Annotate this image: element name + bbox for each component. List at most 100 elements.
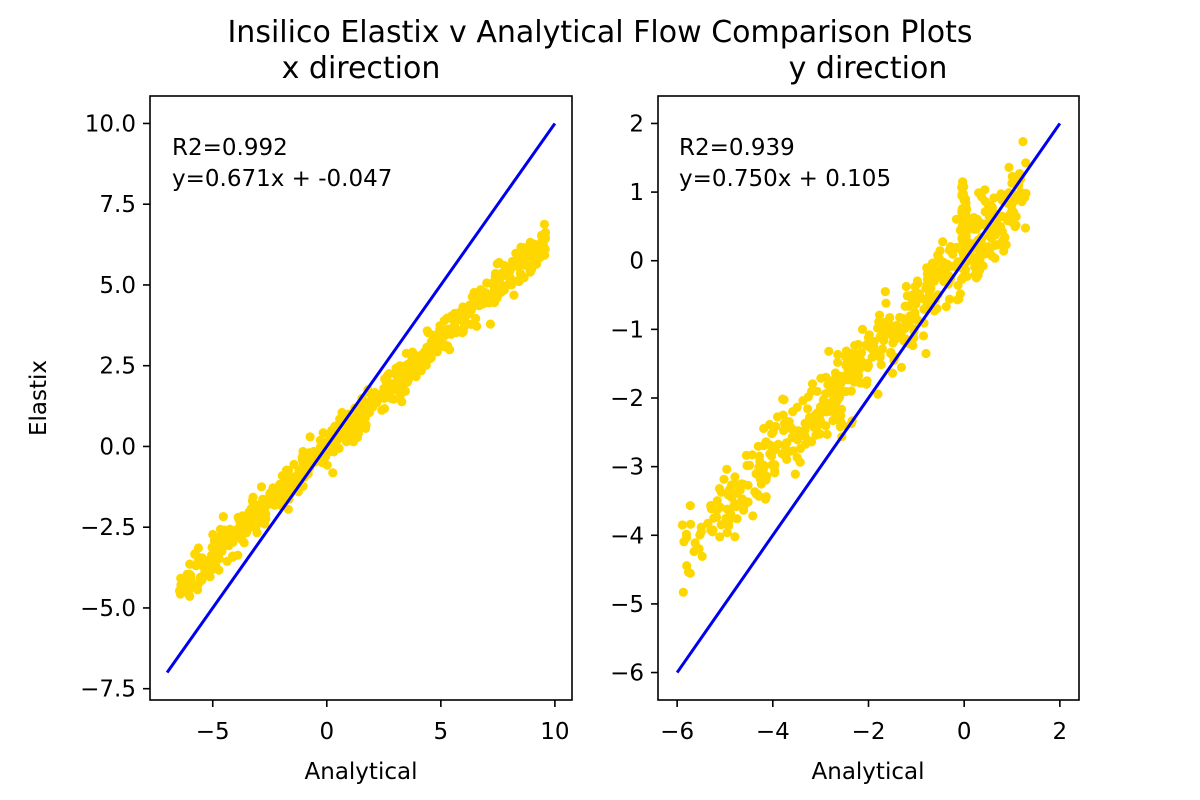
scatter-point <box>928 262 938 272</box>
figure-title: Insilico Elastix v Analytical Flow Compa… <box>227 15 972 50</box>
scatter-point <box>368 402 378 412</box>
scatter-point <box>722 464 732 474</box>
reference-line-y-direction <box>675 122 1062 674</box>
scatter-point <box>998 238 1008 248</box>
scatter-point <box>420 352 430 362</box>
y-tick-label: 2.5 <box>99 354 136 380</box>
scatter-point <box>833 349 843 360</box>
scatter-point <box>265 488 275 498</box>
scatter-point <box>237 512 247 522</box>
scatter-point <box>494 257 504 268</box>
axes-frame-x-direction <box>149 95 573 701</box>
scatter-point <box>955 225 965 235</box>
scatter-point <box>887 368 898 378</box>
scatter-point <box>459 306 469 316</box>
scatter-point <box>990 240 1000 250</box>
y-tick-label: 1 <box>629 180 644 206</box>
scatter-point <box>996 189 1006 199</box>
y-tick-label: −2.5 <box>80 515 136 541</box>
scatter-point <box>538 246 548 256</box>
scatter-point <box>696 522 706 532</box>
y-tick-label: −5 <box>610 592 644 618</box>
scatter-point <box>186 570 196 580</box>
scatter-point <box>803 404 813 414</box>
scatter-point <box>938 237 948 247</box>
scatter-series-x-direction <box>174 219 551 602</box>
scatter-point <box>754 451 765 461</box>
r2-annotation-x-direction: R2=0.992 <box>172 135 288 161</box>
scatter-point <box>397 397 407 407</box>
scatter-point <box>812 408 822 418</box>
scatter-point <box>877 344 888 354</box>
scatter-point <box>389 394 399 404</box>
scatter-point <box>1004 162 1014 172</box>
scatter-point <box>853 371 864 381</box>
scatter-point <box>328 468 338 478</box>
scatter-point <box>205 572 215 582</box>
scatter-point <box>895 312 905 322</box>
scatter-point <box>249 509 259 519</box>
scatter-point <box>304 448 314 458</box>
scatter-point <box>185 591 195 602</box>
scatter-point <box>800 418 810 428</box>
scatter-point <box>400 373 410 383</box>
scatter-point <box>945 294 955 304</box>
scatter-point <box>678 587 688 597</box>
scatter-point <box>200 561 210 571</box>
reference-line-x-direction <box>165 122 557 674</box>
scatter-point <box>881 298 891 308</box>
scatter-point <box>686 519 696 529</box>
scatter-point <box>1020 223 1031 233</box>
scatter-point <box>831 373 841 383</box>
scatter-point <box>730 472 740 482</box>
scatter-point <box>901 281 911 292</box>
scatter-point <box>957 182 967 192</box>
subplot-x-direction: x direction −5 0 5 10 −7.5 −5.0 −2.5 0.0 2.5 5.0… <box>26 51 573 785</box>
scatter-point <box>974 264 984 274</box>
scatter-point <box>954 294 964 304</box>
scatter-point <box>514 262 524 272</box>
scatter-point <box>821 389 831 399</box>
x-tick-label: −6 <box>660 719 694 745</box>
x-ticks-x-direction: −5 0 5 10 <box>196 700 570 745</box>
scatter-point <box>539 219 550 229</box>
scatter-point <box>793 426 803 436</box>
scatter-point <box>215 524 226 534</box>
scatter-point <box>756 479 766 489</box>
scatter-point <box>519 273 529 283</box>
scatter-point <box>807 386 817 396</box>
scatter-point <box>351 415 361 425</box>
scatter-point <box>208 529 218 540</box>
scatter-point <box>207 561 217 571</box>
scatter-point <box>428 330 438 340</box>
scatter-point <box>772 412 783 422</box>
scatter-point <box>712 505 722 515</box>
scatter-point <box>846 386 856 396</box>
scatter-point <box>411 372 421 382</box>
scatter-point <box>195 572 205 582</box>
scatter-point <box>779 425 789 436</box>
scatter-point <box>856 378 866 388</box>
y-tick-label: −1 <box>610 317 644 343</box>
scatter-point <box>258 498 268 508</box>
scatter-point <box>391 384 401 395</box>
scatter-point <box>833 357 843 367</box>
scatter-point <box>874 317 884 327</box>
scatter-series-y-direction <box>677 137 1031 597</box>
scatter-point <box>874 310 885 320</box>
scatter-point <box>1009 211 1019 221</box>
scatter-point <box>863 363 873 373</box>
scatter-point <box>732 514 742 524</box>
scatter-point <box>1010 222 1020 232</box>
x-tick-label: 0 <box>957 719 972 745</box>
scatter-point <box>770 466 780 476</box>
scatter-point <box>822 429 832 439</box>
scatter-point <box>761 492 771 502</box>
scatter-point <box>798 396 808 406</box>
scatter-point <box>677 520 688 530</box>
scatter-point <box>421 360 431 370</box>
scatter-point <box>857 324 868 334</box>
subplot-title-y-direction: y direction <box>789 51 948 86</box>
scatter-point <box>767 429 777 439</box>
scatter-point <box>490 268 500 279</box>
